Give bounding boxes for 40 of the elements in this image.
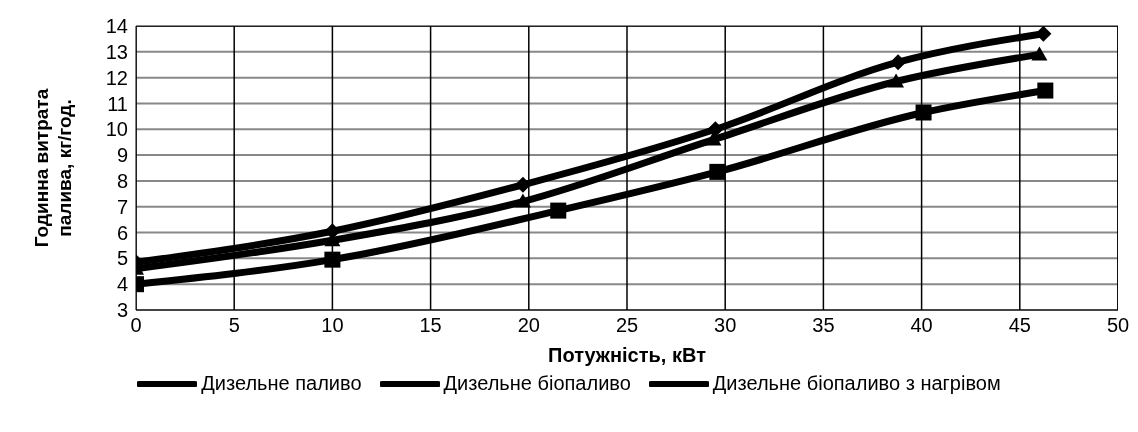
point bbox=[324, 251, 341, 268]
x-tick-label: 45 bbox=[1008, 314, 1031, 337]
x-tick-label: 10 bbox=[321, 314, 344, 337]
y-tick-label: 7 bbox=[116, 195, 128, 218]
x-tick-label: 25 bbox=[615, 314, 639, 337]
point bbox=[550, 202, 567, 219]
point bbox=[709, 163, 726, 180]
y-tick-label: 6 bbox=[116, 221, 128, 244]
y-tick-label: 11 bbox=[107, 92, 128, 115]
point bbox=[915, 104, 932, 121]
x-tick-label: 5 bbox=[228, 314, 240, 337]
y-tick-label: 3 bbox=[116, 299, 128, 322]
legend-label: Дизельне біопаливо з нагрівом bbox=[712, 372, 1001, 395]
y-tick-label: 4 bbox=[116, 273, 128, 296]
x-tick-label: 0 bbox=[130, 314, 142, 337]
y-tick-label: 13 bbox=[105, 40, 128, 63]
y-axis-title: Годинна витрата палива, кг/год. bbox=[31, 88, 75, 248]
x-tick-label: 30 bbox=[714, 314, 737, 337]
x-tick-label: 50 bbox=[1106, 314, 1130, 337]
x-axis-title: Потужність, кВт bbox=[548, 344, 707, 366]
y-tick-label: 12 bbox=[105, 66, 128, 89]
x-tick-label: 35 bbox=[812, 314, 835, 337]
y-tick-label: 9 bbox=[116, 144, 128, 167]
point bbox=[1035, 26, 1052, 42]
x-tick-label: 40 bbox=[910, 314, 933, 337]
y-tick-label: 10 bbox=[105, 118, 128, 141]
point bbox=[514, 193, 531, 208]
point bbox=[1031, 46, 1048, 61]
point bbox=[514, 176, 531, 193]
x-tick-label: 20 bbox=[517, 314, 540, 337]
y-tick-label: 8 bbox=[116, 170, 128, 193]
point bbox=[1037, 82, 1054, 99]
x-tick-label: 15 bbox=[419, 314, 442, 337]
point bbox=[707, 121, 724, 138]
point bbox=[890, 54, 907, 71]
point bbox=[888, 73, 905, 88]
y-tick-label: 5 bbox=[116, 247, 128, 270]
legend-label: Дизельне паливо bbox=[201, 372, 362, 395]
legend-label: Дизельне біопаливо bbox=[443, 372, 631, 395]
y-tick-label: 14 bbox=[105, 15, 128, 38]
